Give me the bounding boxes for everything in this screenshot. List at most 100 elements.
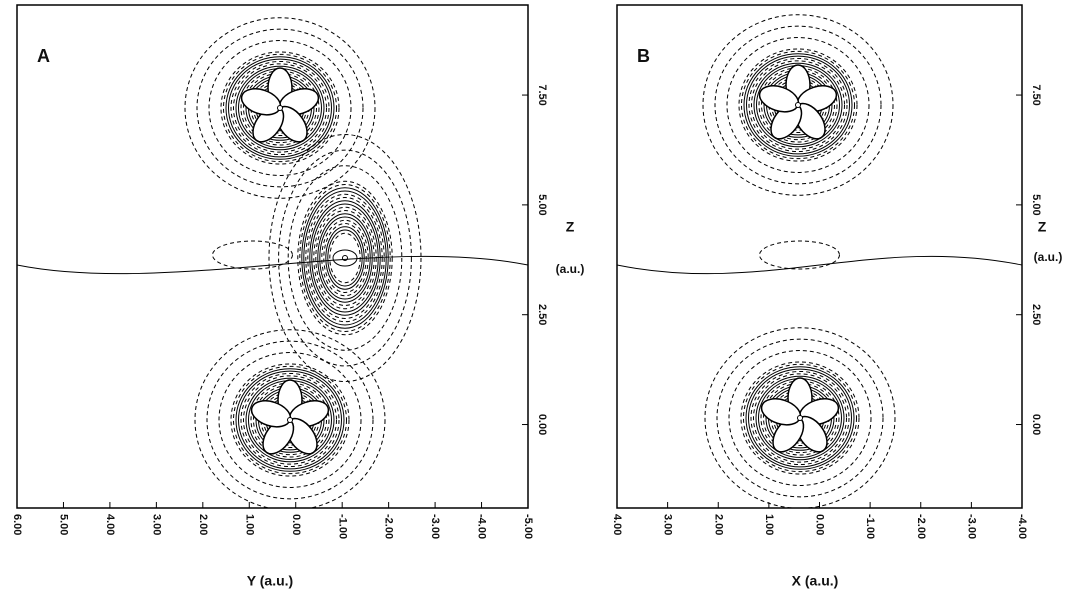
contour-line — [748, 57, 848, 153]
contour-line — [225, 56, 335, 160]
contour-line — [743, 53, 853, 157]
contour-line — [230, 363, 350, 477]
x-tick-label: 2.00 — [197, 514, 209, 535]
x-axis-label: Y (a.u.) — [247, 573, 293, 589]
contour-line — [287, 165, 403, 351]
contour-line — [716, 338, 884, 498]
nucleus — [277, 105, 283, 111]
contour-line — [763, 382, 837, 454]
nucleus — [795, 102, 801, 108]
y-tick-label: 5.00 — [536, 194, 548, 215]
contour-line — [704, 327, 896, 508]
contour-line — [738, 48, 858, 162]
contour-line — [307, 197, 383, 319]
panel-label: B — [637, 46, 650, 66]
contour-line — [228, 58, 332, 158]
y-tick-label: 7.50 — [1030, 84, 1042, 105]
contour-line — [297, 180, 393, 336]
x-tick-label: 4.00 — [104, 514, 116, 535]
x-tick-label: 6.00 — [11, 514, 23, 535]
contour-line — [761, 69, 835, 141]
contours — [617, 14, 1022, 508]
contour-line — [212, 240, 293, 270]
x-tick-label: -2.00 — [383, 514, 395, 539]
nucleus — [287, 417, 293, 423]
contour-line — [278, 149, 412, 367]
contour-plot: A 6.00 5.00 4.00 3.00 2.00 1.00 0.00 -1.00 -2.00 -… — [11, 4, 585, 589]
plot-frame — [16, 4, 529, 509]
y-tick-label: 0.00 — [536, 414, 548, 435]
contour-line — [196, 28, 364, 188]
contour-line — [233, 63, 327, 153]
contour-line — [750, 370, 850, 466]
y-tick-label: 0.00 — [1030, 414, 1042, 435]
contour-line — [745, 366, 855, 470]
y-axis-label: Z — [566, 219, 575, 235]
contour-line — [220, 51, 340, 165]
contour-line — [329, 232, 361, 284]
x-tick-label: 1.00 — [243, 514, 255, 535]
contour-line — [305, 193, 385, 323]
contour-line — [233, 365, 347, 475]
contour-line — [301, 187, 389, 329]
y-axis-label: Z — [1038, 219, 1047, 235]
contour-line — [238, 370, 342, 470]
contour-line — [208, 40, 352, 176]
contour-line — [702, 14, 894, 196]
contour-line — [240, 372, 340, 468]
y-axis-unit: (a.u.) — [556, 262, 585, 276]
x-tick-label: -4.00 — [476, 514, 488, 539]
contour-line — [728, 350, 872, 486]
contour-line — [714, 25, 882, 185]
contour-line — [309, 200, 381, 316]
y-axis-unit: (a.u.) — [1034, 250, 1063, 264]
contour-line — [243, 72, 317, 144]
contour-line — [253, 384, 327, 456]
contour-line — [194, 329, 386, 508]
contour-line — [235, 65, 325, 151]
contour-line — [230, 60, 330, 156]
contour-line — [206, 340, 374, 500]
x-tick-label: 0.00 — [290, 514, 302, 535]
contour-line — [245, 377, 335, 463]
contours — [17, 17, 528, 508]
x-tick-label: -3.00 — [965, 514, 977, 539]
x-tick-label: -5.00 — [522, 514, 534, 539]
contour-line — [243, 375, 337, 465]
contour-line — [17, 255, 528, 275]
x-tick-label: 3.00 — [662, 514, 674, 535]
panel-label: A — [37, 46, 50, 66]
nucleus — [797, 415, 803, 421]
x-tick-label: -1.00 — [864, 514, 876, 539]
x-tick-label: -2.00 — [915, 514, 927, 539]
contour-line — [184, 17, 376, 199]
contour-line — [218, 352, 362, 488]
x-tick-label: -3.00 — [429, 514, 441, 539]
x-tick-label: -4.00 — [1016, 514, 1028, 539]
contour-line — [303, 190, 387, 326]
contour-line — [741, 50, 855, 160]
contour-line — [759, 240, 840, 270]
y-tick-label: 7.50 — [536, 84, 548, 105]
contour-line — [751, 60, 845, 150]
contour-line — [299, 184, 391, 332]
contour-line — [753, 373, 847, 463]
x-tick-label: 5.00 — [58, 514, 70, 535]
contour-line — [755, 375, 845, 461]
contour-plot: B 4.00 3.00 2.00 1.00 0.00 -1.00 -2.00 -3.00 -4.0… — [611, 4, 1063, 589]
contour-line — [235, 368, 345, 472]
y-tick-label: 2.50 — [536, 304, 548, 325]
contour-line — [268, 134, 422, 382]
contour-line — [740, 361, 860, 475]
contour-line — [223, 53, 337, 163]
x-tick-label: 4.00 — [611, 514, 623, 535]
contour-line — [617, 255, 1022, 275]
contour-line — [743, 363, 857, 473]
contour-line — [753, 62, 843, 148]
y-tick-label: 2.50 — [1030, 304, 1042, 325]
x-axis-label: X (a.u.) — [792, 573, 839, 589]
x-tick-label: 1.00 — [763, 514, 775, 535]
contour-line — [748, 368, 852, 468]
x-tick-label: 0.00 — [814, 514, 826, 535]
